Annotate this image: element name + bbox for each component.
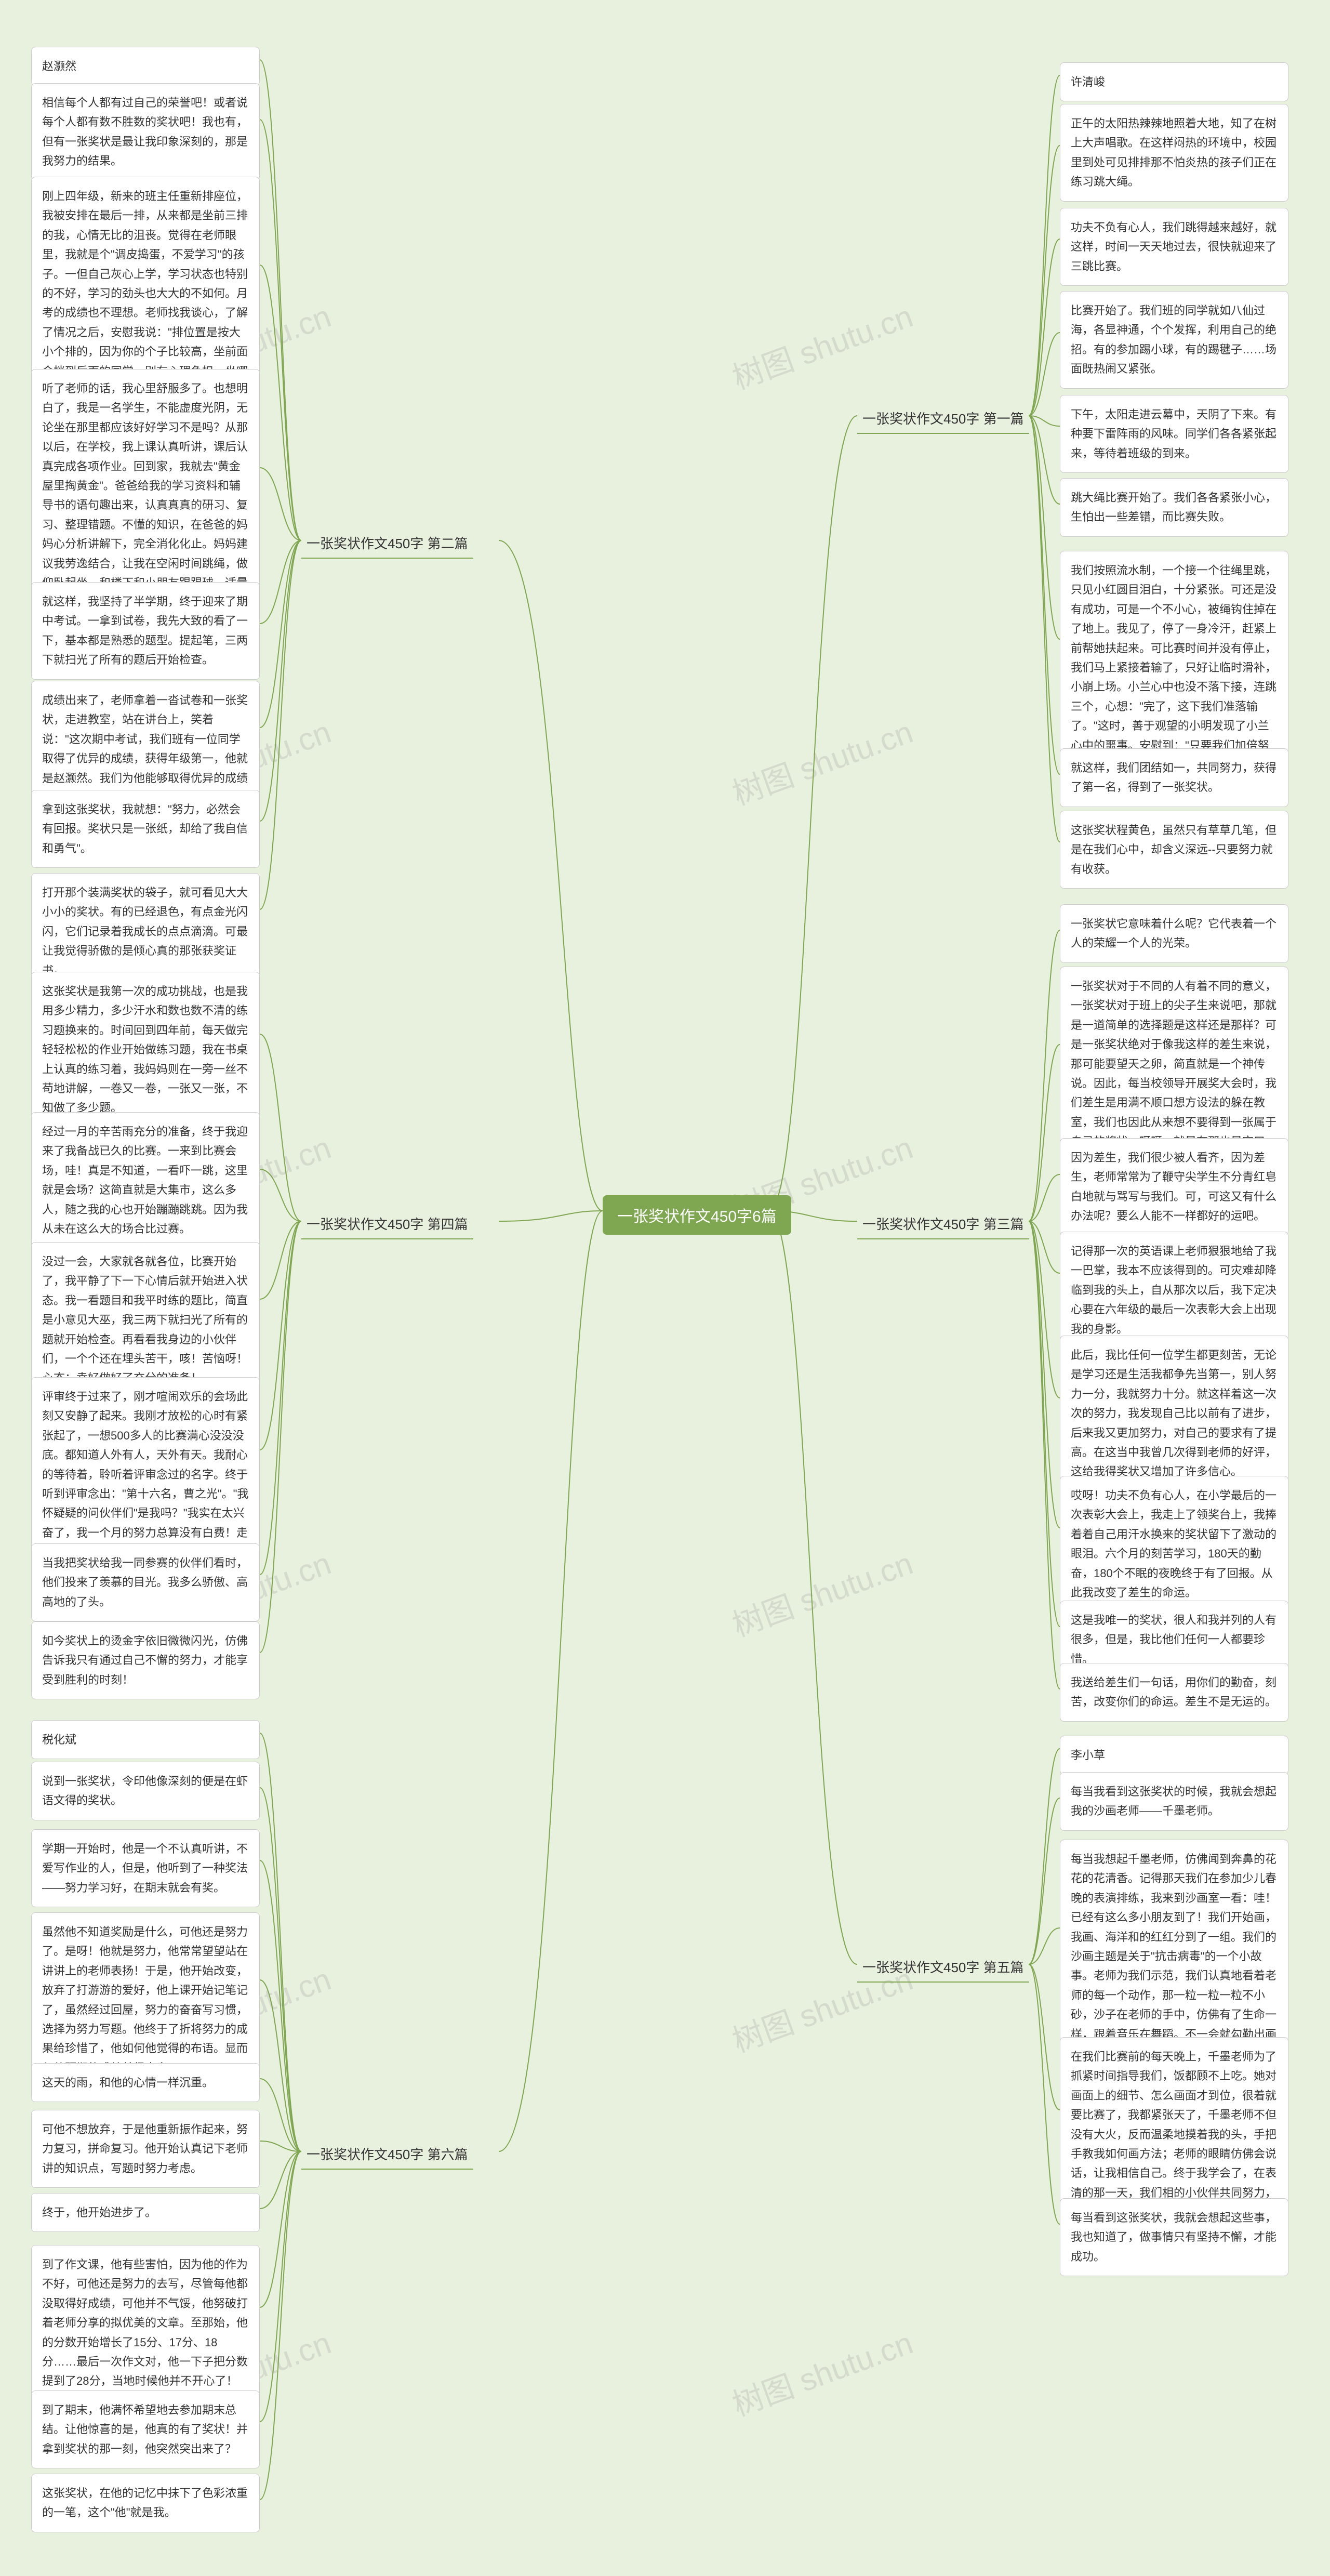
leaf-node: 经过一月的辛苦雨充分的准备，终于我迎来了我备战已久的比赛。一来到比赛会场，哇！真… (31, 1112, 260, 1248)
branch-label-3: 一张奖状作文450字 第三篇 (857, 1211, 1029, 1239)
watermark: 树图 shutu.cn (725, 2318, 918, 2425)
leaf-node: 赵灏然 (31, 47, 260, 86)
leaf-node: 拿到这张奖状，我就想："努力，必然会有回报。奖状只是一张纸，却给了我自信和勇气"… (31, 790, 260, 868)
leaf-node: 记得那一次的英语课上老师狠狠地给了我一巴掌，我本不应该得到的。可灾难却降临到我的… (1060, 1232, 1288, 1349)
leaf-node: 没过一会，大家就各就各位，比赛开始了，我平静了下一下心情后就开始进入状态。我一看… (31, 1242, 260, 1398)
watermark: 树图 shutu.cn (725, 707, 918, 814)
leaf-node: 这张奖状，在他的记忆中抹下了色彩浓重的一笔，这个"他"就是我。 (31, 2474, 260, 2532)
leaf-node: 这张奖状是我第一次的成功挑战，也是我用多少精力，多少汗水和数也数不清的练习题换来… (31, 972, 260, 1128)
branch-label-4: 一张奖状作文450字 第四篇 (301, 1211, 473, 1239)
branch-label-5: 一张奖状作文450字 第五篇 (857, 1954, 1029, 1983)
leaf-node: 这张奖状程黄色，虽然只有草草几笔，但是在我们心中，却含义深远--只要努力就有收获… (1060, 811, 1288, 889)
leaf-node: 因为差生，我们很少被人看齐，因为差生，老师常常为了鞭守尖学生不分青红皂白地就与骂… (1060, 1138, 1288, 1236)
leaf-node: 终于，他开始进步了。 (31, 2193, 260, 2232)
leaf-node: 说到一张奖状，令印他像深刻的便是在虾语文得的奖状。 (31, 1762, 260, 1820)
watermark: 树图 shutu.cn (725, 1538, 918, 1645)
watermark: 树图 shutu.cn (725, 291, 918, 398)
branch-label-1: 一张奖状作文450字 第一篇 (857, 405, 1029, 434)
leaf-node: 这天的雨，和他的心情一样沉重。 (31, 2063, 260, 2102)
leaf-node: 就这样，我坚持了半学期，终于迎来了期中考试。一拿到试卷，我先大致的看了一下，基本… (31, 582, 260, 680)
leaf-node: 学期一开始时，他是一个不认真听讲，不爱写作业的人，但是，他听到了一种奖法——努力… (31, 1829, 260, 1907)
leaf-node: 当我把奖状给我一同参赛的伙伴们看时，他们投来了羡慕的目光。我多么骄傲、高高地的了… (31, 1543, 260, 1621)
leaf-node: 每当我看到这张奖状的时候，我就会想起我的沙画老师——千墨老师。 (1060, 1772, 1288, 1831)
leaf-node: 李小草 (1060, 1736, 1288, 1775)
leaf-node: 每当看到这张奖状，我就会想起这些事，我也知道了，做事情只有坚持不懈，才能成功。 (1060, 2198, 1288, 2276)
leaf-node: 下午，太阳走进云幕中，天阴了下来。有种要下雷阵雨的风味。同学们各各紧张起来，等待… (1060, 395, 1288, 473)
leaf-node: 跳大绳比赛开始了。我们各各紧张小心，生怕出一些差错，而比赛失败。 (1060, 478, 1288, 537)
leaf-node: 哎呀！功夫不负有心人，在小学最后的一次表彰大会上，我走上了领奖台上，我捧着着自己… (1060, 1476, 1288, 1612)
leaf-node: 可他不想放弃，于是他重新振作起来，努力复习，拼命复习。他开始认真记下老师讲的知识… (31, 2110, 260, 2188)
leaf-node: 相信每个人都有过自己的荣誉吧！或者说每个人都有数不胜数的奖状吧！我也有，但有一张… (31, 83, 260, 181)
branch-label-2: 一张奖状作文450字 第二篇 (301, 530, 473, 559)
leaf-node: 税化斌 (31, 1720, 260, 1759)
leaf-node: 此后，我比任何一位学生都更刻苦，无论是学习还是生活我都争先当第一，别人努力一分，… (1060, 1336, 1288, 1491)
leaf-node: 如今奖状上的烫金字依旧微微闪光，仿佛告诉我只有通过自己不懈的努力，才能享受到胜利… (31, 1621, 260, 1699)
leaf-node: 许清峻 (1060, 62, 1288, 101)
center-node: 一张奖状作文450字6篇 (603, 1195, 791, 1235)
leaf-node: 到了期末，他满怀希望地去参加期末总结。让他惊喜的是，他真的有了奖状！并拿到奖状的… (31, 2390, 260, 2468)
leaf-node: 功夫不负有心人，我们跳得越来越好，就这样，时间一天天地过去，很快就迎来了三跳比赛… (1060, 208, 1288, 286)
leaf-node: 一张奖状它意味着什么呢？它代表着一个人的荣耀一个人的光荣。 (1060, 904, 1288, 963)
leaf-node: 虽然他不知道奖励是什么，可他还是努力了。是呀！他就是努力，他常常望望站在讲讲上的… (31, 1912, 260, 2088)
leaf-node: 就这样，我们团结如一，共同努力，获得了第一名，得到了一张奖状。 (1060, 748, 1288, 807)
leaf-node: 我送给差生们一句话，用你们的勤奋，刻苦，改变你们的命运。差生不是无运的。 (1060, 1663, 1288, 1722)
leaf-node: 正午的太阳热辣辣地照着大地，知了在树上大声唱歌。在这样闷热的环境中，校园里到处可… (1060, 104, 1288, 202)
leaf-node: 比赛开始了。我们班的同学就如八仙过海，各显神通，个个发挥，利用自己的绝招。有的参… (1060, 291, 1288, 389)
branch-label-6: 一张奖状作文450字 第六篇 (301, 2141, 473, 2170)
